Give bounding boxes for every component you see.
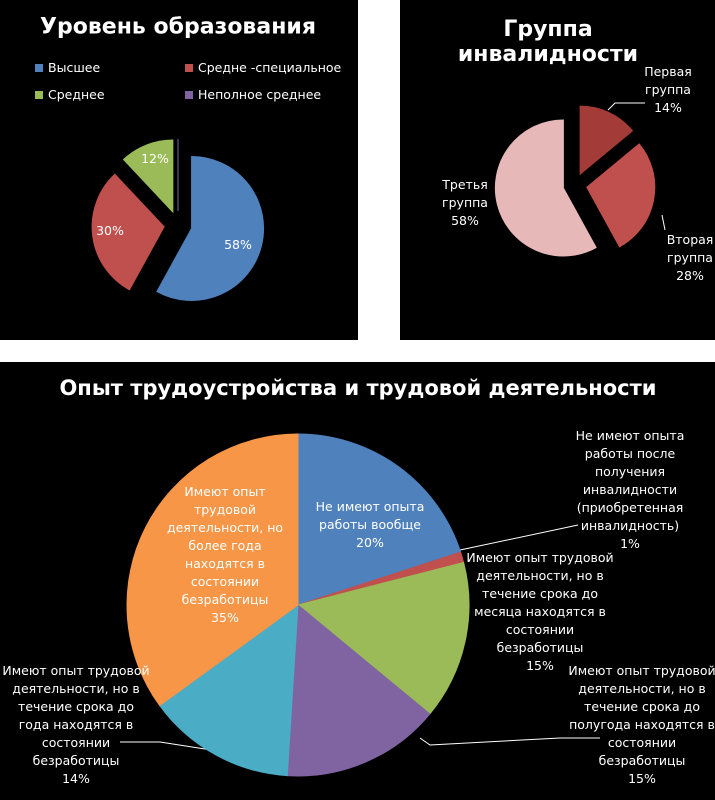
chart-title: Опыт трудоустройства и трудовой деятельн… [59, 376, 657, 400]
pie-slice [297, 433, 462, 606]
slice-category: Не имеют опыта работы после получения ин… [575, 428, 685, 533]
slice-label: Имеют опыт трудовой деятельности, но бол… [160, 483, 290, 627]
legend-swatch [35, 91, 43, 99]
slice-label: Первая группа 14% [628, 63, 708, 117]
slice-value: 30% [96, 223, 124, 238]
slice-category: Третья группа [442, 177, 488, 210]
pie-slice [122, 139, 174, 214]
chart-title: Группа инвалидности [457, 17, 639, 67]
pie-slice [579, 105, 634, 176]
slice-category: Вторая группа [666, 232, 714, 265]
legend-label: Средне -специальное [198, 60, 342, 75]
leader-line [661, 214, 666, 231]
leader-line [459, 524, 579, 551]
slice-value: 20% [356, 535, 384, 550]
pie-slice [91, 173, 165, 291]
slice-value: 15% [628, 771, 656, 786]
slice-category: Имеют опыт трудовой деятельности, но в т… [568, 663, 715, 768]
legend-label: Высшее [48, 60, 101, 75]
slice-value: 12% [141, 151, 169, 166]
legend-entry: Неполное среднее [185, 87, 321, 102]
slice-value: 1% [620, 536, 640, 551]
legend-label: Среднее [48, 87, 105, 102]
pie-slice [494, 119, 597, 257]
slice-value: 15% [526, 658, 554, 673]
slice-label: Третья группа 58% [425, 176, 505, 230]
slice-value: 14% [62, 771, 90, 786]
slice-category: Имеют опыт трудовой деятельности, но бол… [166, 484, 284, 607]
pie-slice [586, 143, 656, 248]
slice-label: Не имеют опыта работы после получения ин… [555, 427, 705, 553]
leader-line [607, 102, 645, 111]
slice-category: Имеют опыт трудовой деятельности, но в т… [2, 663, 150, 768]
legend-swatch [35, 64, 43, 72]
legend-entry: Среднее [35, 87, 105, 102]
pie-slice [156, 155, 265, 301]
slice-label: Не имеют опыта работы вообще 20% [305, 498, 435, 552]
leader-line [419, 737, 600, 746]
legend-swatch [185, 64, 193, 72]
slice-category: Имеют опыт трудовой деятельности, но в т… [466, 550, 614, 655]
slice-label: 30% [80, 222, 140, 240]
pie-slice [286, 603, 431, 777]
slice-value: 14% [654, 100, 682, 115]
slice-label: Имеют опыт трудовой деятельности, но в т… [1, 662, 151, 788]
pie-slice [158, 603, 299, 777]
slice-label: 58% [208, 236, 268, 254]
legend-entry: Высшее [35, 60, 100, 75]
pie-slice [126, 433, 299, 707]
slice-category: Первая группа [644, 64, 692, 97]
chart-title: Уровень образования [40, 14, 316, 40]
slice-value: 58% [224, 237, 252, 252]
slice-label: Вторая группа 28% [650, 231, 715, 285]
slice-label: Имеют опыт трудовой деятельности, но в т… [567, 662, 715, 788]
pie-slice [296, 561, 470, 715]
slice-value: 35% [211, 610, 239, 625]
slice-value: 28% [676, 268, 704, 283]
legend-entry: Средне -специальное [185, 60, 341, 75]
legend-swatch [185, 91, 193, 99]
slice-value: 58% [451, 213, 479, 228]
slice-category: Не имеют опыта работы вообще [315, 499, 425, 532]
slice-label: 12% [125, 150, 185, 168]
legend-label: Неполное среднее [198, 87, 322, 102]
slice-label: Имеют опыт трудовой деятельности, но в т… [465, 549, 615, 675]
